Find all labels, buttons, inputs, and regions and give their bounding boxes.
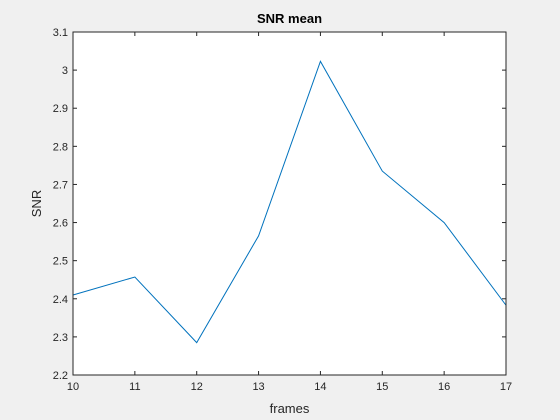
y-tick-label: 2.8: [53, 141, 68, 153]
plot-area: [73, 32, 506, 375]
y-tick-label: 2.6: [53, 218, 68, 230]
y-tick-label: 2.4: [53, 294, 68, 306]
axis-ticks: 10 11 12 13 14 15 16 17 2.2 2.3 2.4 2.5 2.6 2.7 2.8 2.9…: [53, 27, 512, 393]
x-tick-label: 12: [191, 381, 203, 393]
x-tick-label: 13: [252, 381, 264, 393]
y-tick-label: 2.7: [53, 179, 68, 191]
y-tick-label: 3.1: [53, 27, 68, 39]
x-tick-label: 16: [438, 381, 450, 393]
x-tick-label: 11: [129, 381, 140, 393]
y-tick-label: 3: [62, 65, 68, 77]
series-line: [72, 60, 507, 344]
axes-box: [72, 31, 507, 376]
y-axis-label: SNR: [29, 190, 44, 217]
x-tick-label: 10: [67, 381, 79, 393]
x-tick-label: 14: [314, 381, 326, 393]
series-layer: [72, 60, 507, 344]
x-tick-label: 17: [500, 381, 512, 393]
y-tick-label: 2.9: [53, 103, 68, 115]
x-axis-label: frames: [270, 401, 310, 416]
y-tick-label: 2.5: [53, 256, 68, 268]
chart-title: SNR mean: [257, 11, 322, 26]
x-tick-label: 15: [376, 381, 388, 393]
y-tick-label: 2.3: [53, 332, 68, 344]
y-tick-label: 2.2: [53, 370, 68, 382]
